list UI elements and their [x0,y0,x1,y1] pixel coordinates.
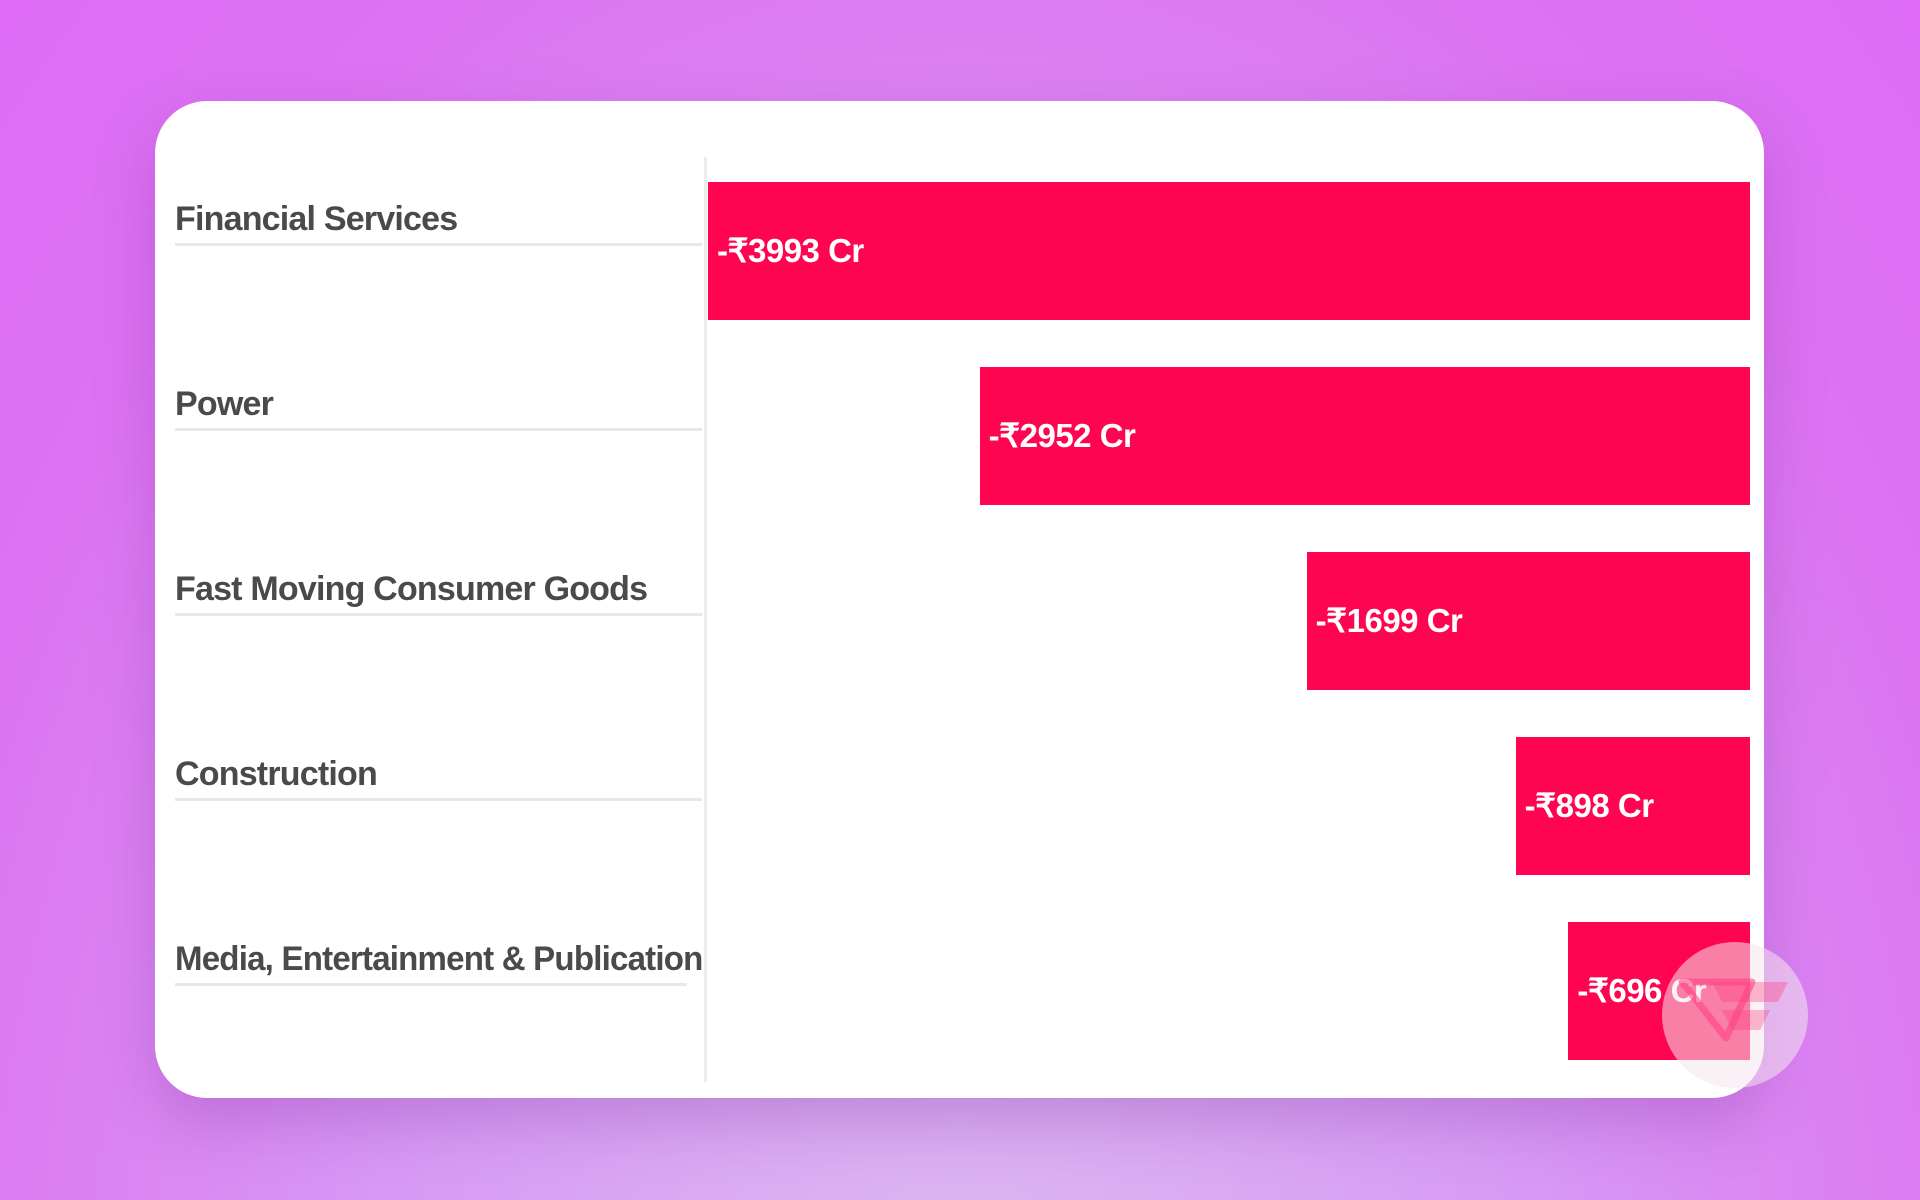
category-label: Construction [175,753,702,801]
category-axis-line [704,157,707,1082]
category-label: Fast Moving Consumer Goods [175,568,702,616]
bar: -₹898 Cr [1515,737,1750,875]
bar-value-label: -₹1699 Cr [1315,602,1463,639]
category-label: Media, Entertainment & Publication [175,938,703,986]
bar-value-label: -₹898 Cr [1524,787,1654,824]
bar-value-label: -₹2952 Cr [988,417,1136,454]
bar-value-label: -₹3993 Cr [717,232,864,269]
bar: -₹2952 Cr [979,367,1750,505]
category-label: Financial Services [175,198,702,246]
bar: -₹696 Cr [1568,922,1750,1060]
category-label: Power [175,383,702,431]
bar: -₹3993 Cr [708,182,1750,320]
bar-value-label: -₹696 Cr [1577,972,1707,1009]
bar: -₹1699 Cr [1306,552,1750,690]
